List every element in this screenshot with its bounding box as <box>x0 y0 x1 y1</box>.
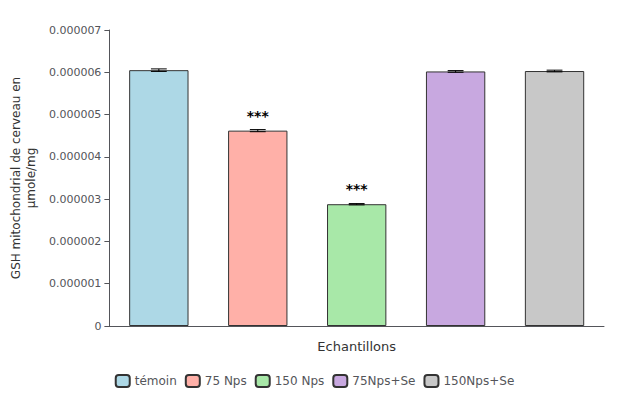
svg-text:0.000003: 0.000003 <box>49 193 102 206</box>
svg-text:0.000005: 0.000005 <box>49 108 102 121</box>
svg-text:0.000006: 0.000006 <box>49 66 102 79</box>
svg-text:0.000007: 0.000007 <box>49 24 102 37</box>
svg-text:***: *** <box>247 108 270 124</box>
svg-text:µmole/mg: µmole/mg <box>24 148 38 209</box>
svg-text:***: *** <box>346 181 369 197</box>
svg-text:0: 0 <box>94 320 101 333</box>
svg-text:75Nps+Se: 75Nps+Se <box>352 374 415 388</box>
svg-text:0.000004: 0.000004 <box>49 150 102 163</box>
svg-text:témoin: témoin <box>135 374 177 388</box>
svg-text:150Nps+Se: 150Nps+Se <box>443 374 514 388</box>
svg-text:150 Nps: 150 Nps <box>275 374 325 388</box>
svg-text:0.000001: 0.000001 <box>49 277 102 290</box>
svg-text:Echantillons: Echantillons <box>317 339 396 354</box>
svg-text:75 Nps: 75 Nps <box>205 374 247 388</box>
svg-text:GSH mitochondrial de cerveau e: GSH mitochondrial de cerveau en <box>9 77 23 279</box>
svg-text:0.000002: 0.000002 <box>49 235 102 248</box>
